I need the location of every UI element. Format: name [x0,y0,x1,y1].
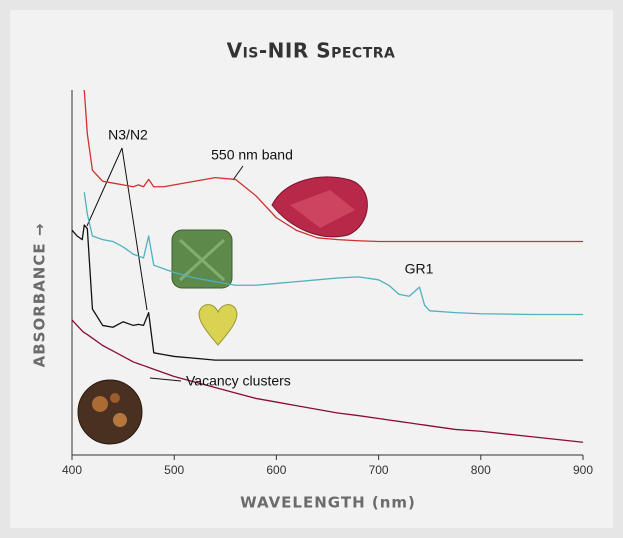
gem-pink [271,176,368,238]
x-tick-label: 400 [62,463,82,477]
gem-green [171,229,233,289]
leader-vacancy [149,377,182,382]
y-axis-label: ABSORBANCE → [31,223,49,368]
panel [10,10,613,528]
gem-brown [77,379,143,445]
leader-550 [232,165,244,181]
x-tick-label: 500 [164,463,184,477]
spectrum-line [71,319,584,443]
x-tick-label: 800 [471,463,491,477]
spectrum-line [83,192,583,316]
annotation: GR1 [405,261,434,277]
spectrum-line [83,89,583,243]
chart-title: Vis-NIR Spectra [227,39,396,63]
x-tick-label: 700 [369,463,389,477]
spectrum-line [71,224,583,361]
leader-n3 [86,147,148,311]
x-tick-label: 600 [266,463,286,477]
x-tick-label: 900 [573,463,593,477]
annotation: N3/N2 [108,127,148,143]
x-axis-label: WAVELENGTH (nm) [240,494,416,512]
annotation: Vacancy clusters [186,373,291,389]
annotation: 550 nm band [211,147,293,163]
gem-yellow [198,304,238,346]
